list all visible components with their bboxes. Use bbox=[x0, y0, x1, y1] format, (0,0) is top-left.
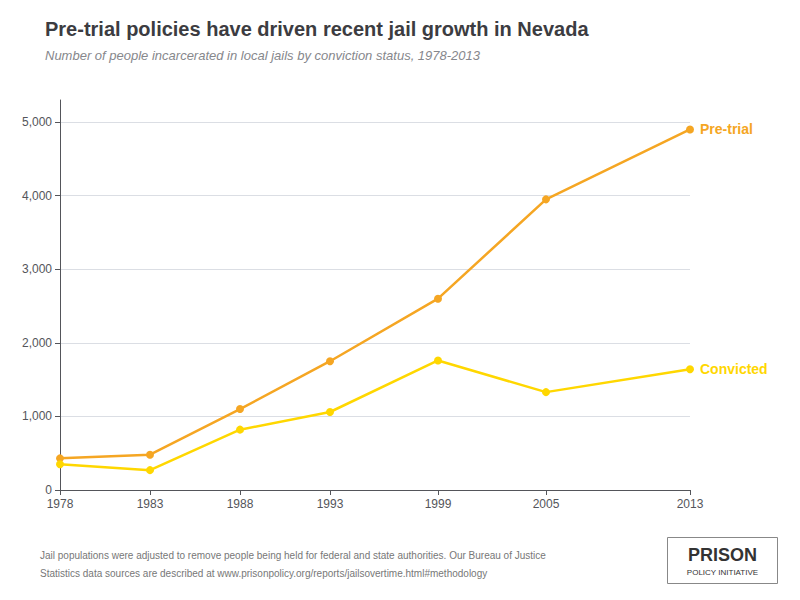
svg-text:4,000: 4,000 bbox=[22, 189, 52, 203]
svg-text:0: 0 bbox=[45, 483, 52, 497]
svg-text:3,000: 3,000 bbox=[22, 262, 52, 276]
svg-text:2,000: 2,000 bbox=[22, 336, 52, 350]
svg-text:Jail populations were adjusted: Jail populations were adjusted to remove… bbox=[40, 550, 546, 561]
svg-text:Statistics data sources are de: Statistics data sources are described at… bbox=[40, 568, 487, 579]
svg-text:5,000: 5,000 bbox=[22, 115, 52, 129]
svg-text:1978: 1978 bbox=[47, 497, 74, 511]
svg-text:2005: 2005 bbox=[533, 497, 560, 511]
svg-text:1988: 1988 bbox=[227, 497, 254, 511]
svg-text:Pre-trial policies have driven: Pre-trial policies have driven recent ja… bbox=[45, 18, 589, 40]
svg-text:PRISON: PRISON bbox=[688, 545, 757, 565]
svg-text:Pre-trial: Pre-trial bbox=[700, 121, 753, 137]
svg-text:1999: 1999 bbox=[425, 497, 452, 511]
svg-text:1,000: 1,000 bbox=[22, 409, 52, 423]
svg-text:2013: 2013 bbox=[677, 497, 704, 511]
svg-text:Number of people incarcerated: Number of people incarcerated in local j… bbox=[45, 48, 481, 63]
svg-text:Convicted: Convicted bbox=[700, 361, 768, 377]
svg-text:POLICY INITIATIVE: POLICY INITIATIVE bbox=[687, 568, 758, 577]
svg-text:1993: 1993 bbox=[317, 497, 344, 511]
svg-text:1983: 1983 bbox=[137, 497, 164, 511]
